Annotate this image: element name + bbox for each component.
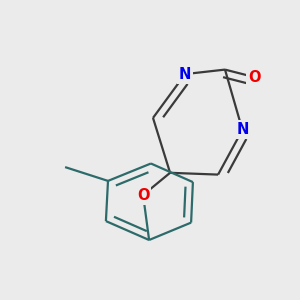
Text: O: O [137,188,149,202]
Text: N: N [236,122,249,137]
Text: O: O [248,70,261,85]
Text: N: N [179,67,191,82]
